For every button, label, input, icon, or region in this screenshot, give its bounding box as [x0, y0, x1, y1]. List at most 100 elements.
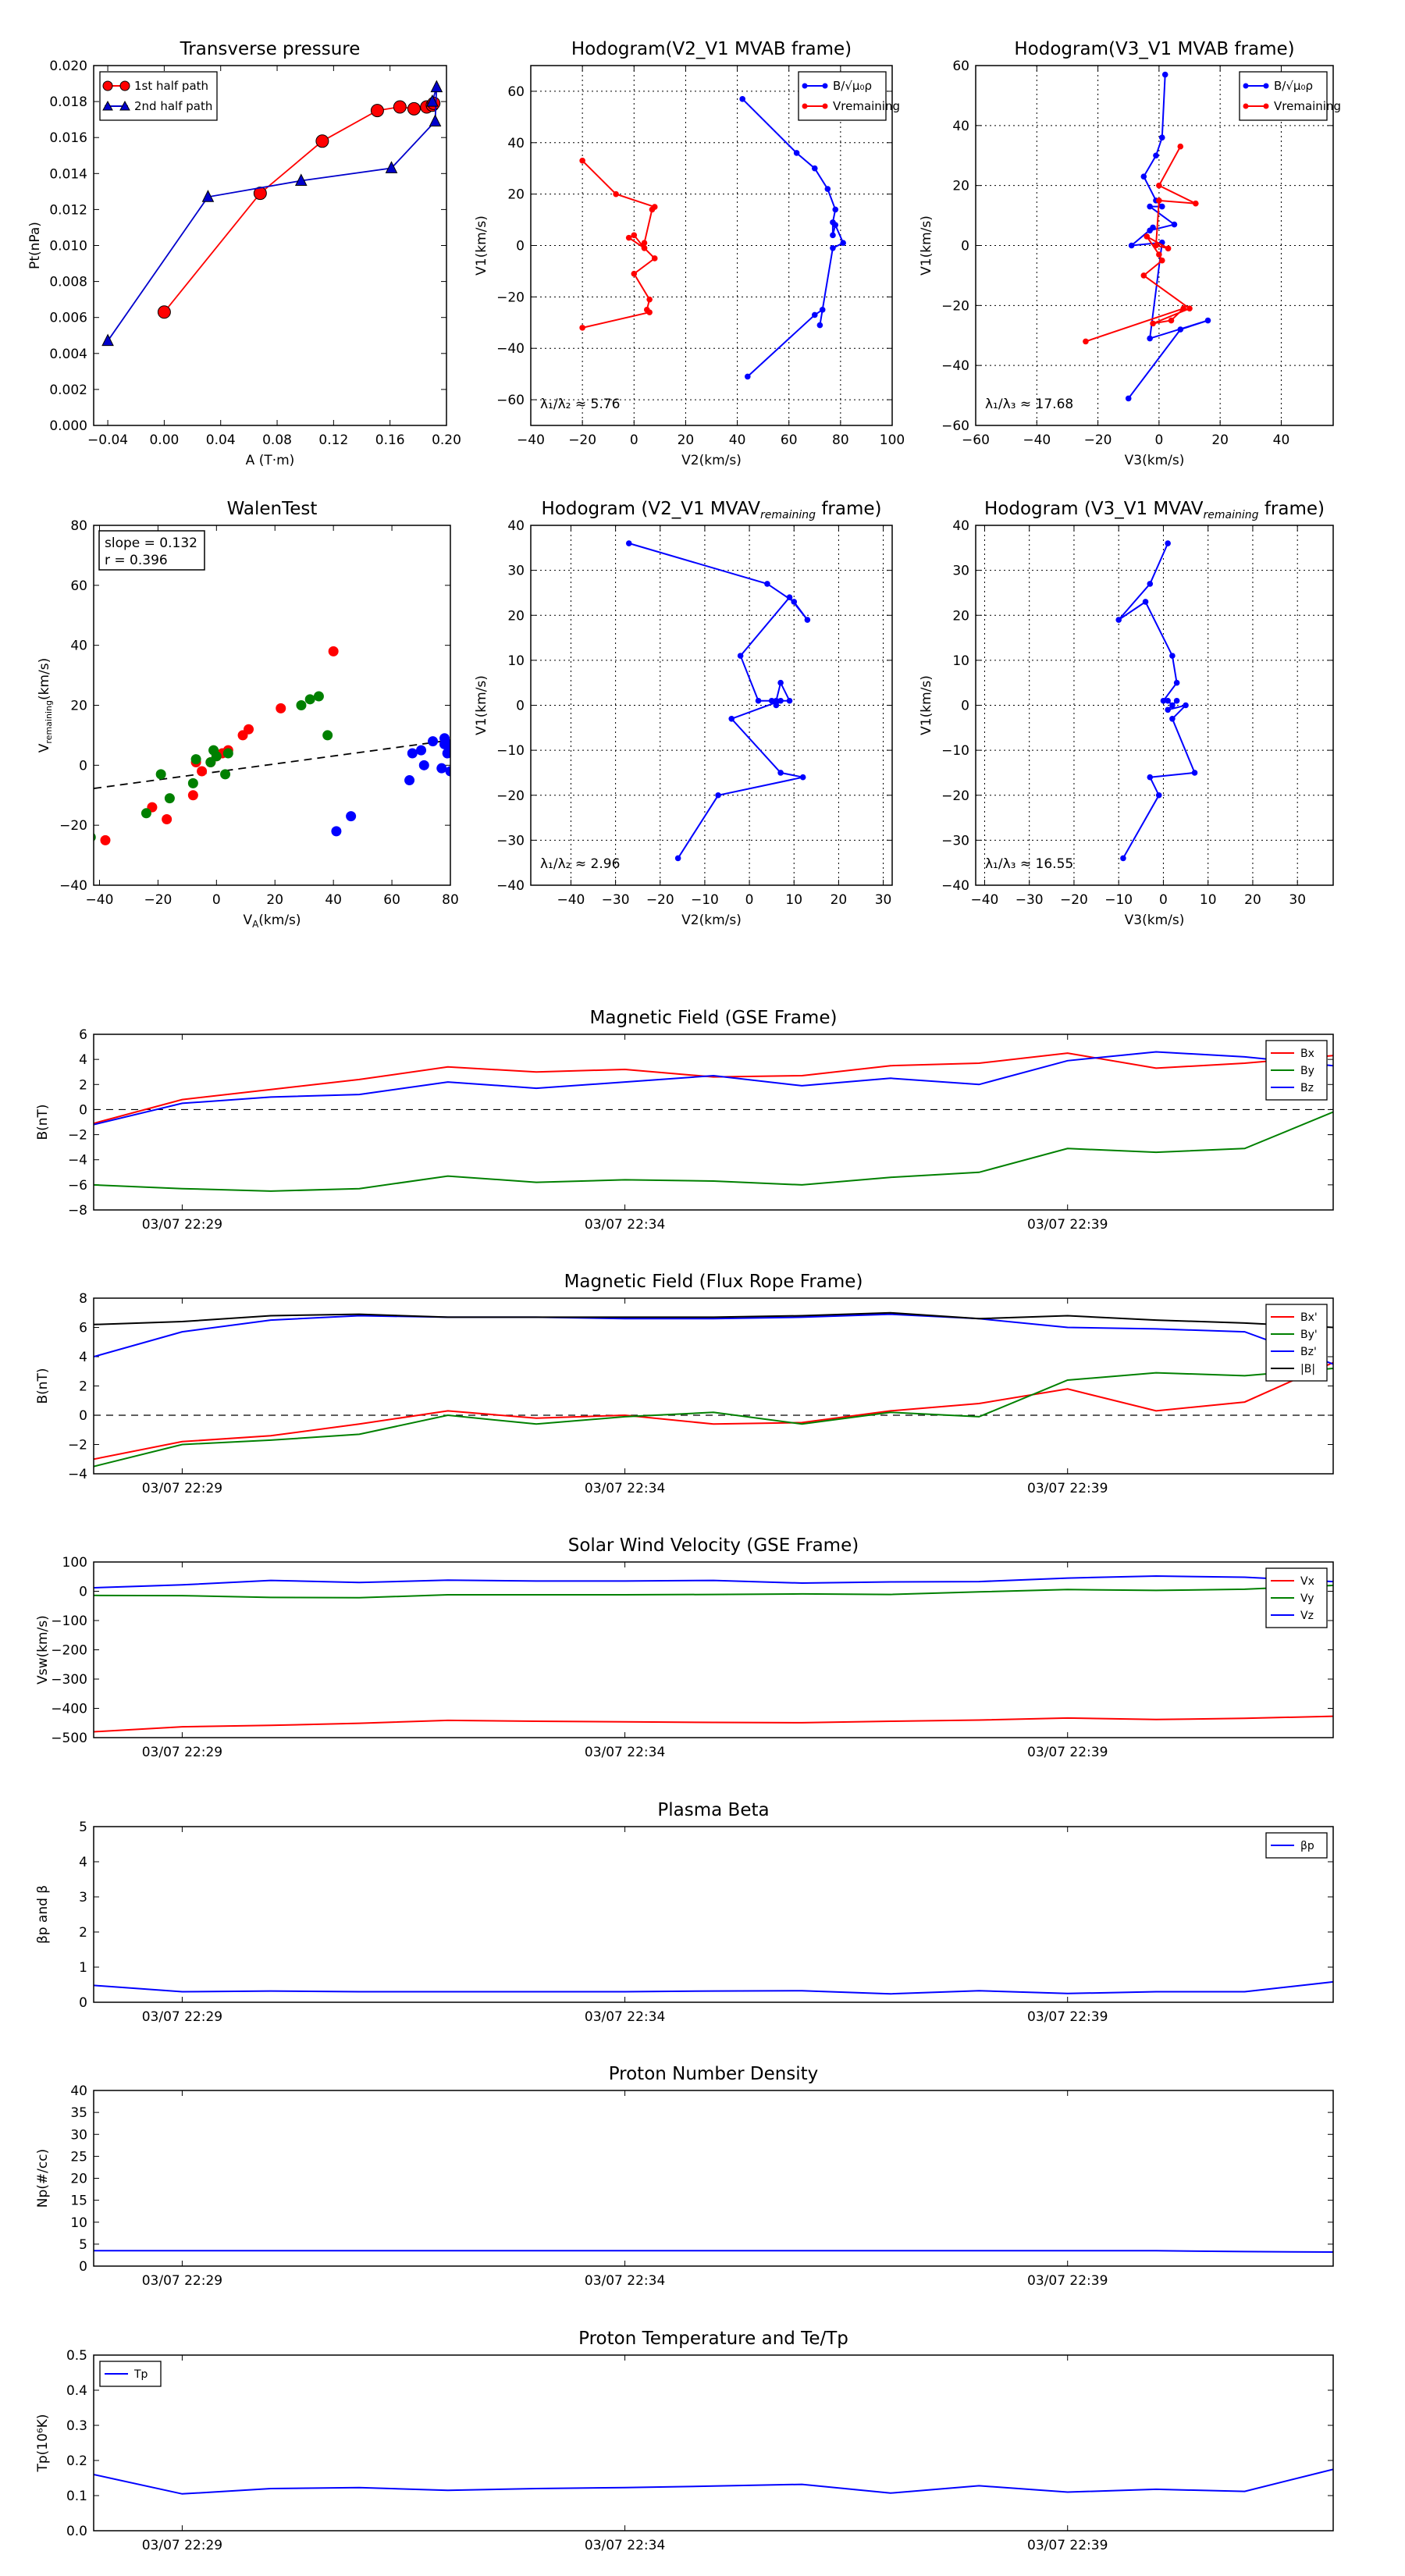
- mag_gse-ytick-label: −4: [68, 1153, 87, 1169]
- hodo_v3v1_mvab-series-1-marker: [1140, 272, 1147, 279]
- hodo_v3v1_mvab-series-0-marker: [1125, 395, 1132, 402]
- density-xtick-label: 03/07 22:29: [142, 2273, 222, 2289]
- temp-ylabel: Tp(10⁶K): [35, 2414, 51, 2472]
- walen-series-1-point: [140, 808, 151, 819]
- vsw-xtick-label: 03/07 22:39: [1027, 1745, 1108, 1760]
- mag_gse-ytick-label: 4: [79, 1052, 87, 1068]
- density-plot-area: [94, 2250, 1333, 2253]
- temp-chart: Proton Temperature and Te/Tp 03/07 22:29 0…: [35, 2329, 1334, 2553]
- hodo_v3v1_mvab-series-0-marker: [1128, 242, 1135, 249]
- hodo_v3v1_mvav-series-0-marker: [1147, 581, 1154, 587]
- hodo_v3v1_mvab-ytick-label: −20: [941, 298, 969, 314]
- walen-ytick-label: 0: [79, 758, 87, 774]
- mag_flux-ytick-label: 4: [79, 1350, 87, 1365]
- temp-ytick-label: 0.2: [66, 2453, 87, 2469]
- density-ytick-label: 40: [70, 2083, 87, 2099]
- mag_gse-series-0-line: [94, 1052, 1333, 1125]
- hodo_v3v1_mvab-ylabel: V1(km/s): [919, 215, 934, 276]
- hodo_v3v1_mvav-series-0-marker: [1169, 653, 1176, 659]
- hodo_v3v1_mvav-series-0-marker: [1169, 702, 1176, 709]
- hodo_v3v1_mvav-ytick-label: 0: [961, 699, 969, 714]
- hodo_v3v1_mvab-xtick-label: 20: [1211, 432, 1229, 448]
- hodo_v2v1_mvab-series-0-marker: [811, 311, 818, 318]
- mag_flux-xtick-label: 03/07 22:34: [585, 1481, 665, 1496]
- hodo_v3v1_mvav-ytick-label: −40: [941, 878, 969, 894]
- hodo_v2v1_mvav-xtick-label: −20: [646, 892, 674, 908]
- hodo_v2v1_mvav-xtick-label: −40: [557, 892, 585, 908]
- beta-chart: Plasma Beta 03/07 22:29 03/07 22:34 03/07 2…: [35, 1800, 1334, 2025]
- hodo_v2v1_mvav-series-0-line: [628, 543, 809, 859]
- hodo_v2v1_mvav-xtick-label: −10: [691, 892, 719, 908]
- hodo_v2v1_mvab-series-0-marker: [819, 307, 826, 313]
- hodo_v3v1_mvav-series-0-marker: [1142, 599, 1149, 605]
- hodo_v3v1_mvav-series-0-marker: [1115, 617, 1122, 623]
- hodo_v3v1_mvab-ytick-label: 40: [952, 119, 969, 134]
- density-frame: [93, 2090, 1334, 2267]
- hodo_v3v1_mvab-xtick-label: 0: [1154, 432, 1163, 448]
- hodo_v2v1_mvav-series-0-marker: [625, 540, 632, 546]
- hodo_v2v1_mvab-series-1-marker: [579, 325, 585, 331]
- hodo_v2v1_mvab-legend-box: [798, 71, 887, 121]
- hodo_v3v1_mvab-legend-marker: [1263, 103, 1269, 109]
- temp-title: Proton Temperature and Te/Tp: [578, 2329, 848, 2349]
- hodo_v2v1_mvab-series-1-marker: [646, 296, 653, 303]
- hodo_v2v1_mvab-ytick-label: −40: [496, 341, 525, 357]
- hodo_v3v1_mvab-series-1-marker: [1186, 305, 1193, 311]
- walen-series-1-point: [322, 730, 333, 741]
- hodo_v2v1_mvav-xtick-label: 0: [745, 892, 754, 908]
- transverse-title: Transverse pressure: [180, 39, 361, 59]
- hodo_v2v1_mvav-annotation: λ₁/λ₂ ≈ 2.96: [540, 856, 620, 872]
- hodo_v2v1_mvab-frame: [530, 65, 893, 426]
- hodo_v2v1_mvab-legend-label: Vremaining: [833, 99, 900, 113]
- hodo_v3v1_mvav-ytick-label: 20: [952, 608, 969, 624]
- mag_flux-ytick-label: 2: [79, 1379, 87, 1395]
- beta-legend: βp: [1265, 1832, 1328, 1859]
- walen-ylabel: Vremaining(km/s): [37, 658, 54, 753]
- hodo_v3v1_mvav-title: Hodogram (V3_V1 MVAVremaining frame): [984, 499, 1325, 521]
- walen-frame: [93, 525, 451, 886]
- hodo_v2v1_mvav-ytick-label: 40: [507, 518, 525, 534]
- mag_flux-ytick-label: −4: [68, 1467, 87, 1482]
- hodo_v2v1_mvav-series-0-marker: [674, 855, 681, 862]
- beta-plot-area: [94, 1980, 1333, 1995]
- hodo_v3v1_mvab-legend-marker: [1243, 103, 1249, 109]
- mag_flux-ytick-label: 6: [79, 1321, 87, 1336]
- hodo_v3v1_mvav-series-0-marker: [1165, 540, 1171, 546]
- hodo_v2v1_mvab-title: Hodogram(V2_V1 MVAB frame): [571, 39, 852, 59]
- hodo_v3v1_mvab-series-0-marker: [1147, 335, 1153, 342]
- vsw-legend-label: Vx: [1300, 1575, 1314, 1588]
- walen-series-2-point: [346, 811, 357, 822]
- transverse-legend-label: 2nd half path: [134, 99, 212, 113]
- mag_flux-series-3-line: [94, 1311, 1333, 1329]
- walen-series-2-point: [418, 760, 429, 770]
- hodo_v2v1_mvab-ytick-label: −60: [496, 393, 525, 408]
- temp-plot-area: [94, 2468, 1333, 2495]
- hodo_v2v1_mvav-ytick-label: −10: [496, 743, 525, 759]
- hodo_v2v1_mvav-series-0-marker: [786, 697, 793, 704]
- hodo_v3v1_mvab-ytick-label: 20: [952, 179, 969, 194]
- mag_gse-ytick-label: 6: [79, 1027, 87, 1043]
- hodo_v2v1_mvab-legend-label: B/√μ₀ρ: [833, 79, 872, 93]
- transverse-xtick-label: 0.12: [318, 432, 348, 448]
- beta-ytick-label: 4: [79, 1855, 87, 1870]
- beta-ytick-label: 3: [79, 1890, 87, 1905]
- walen-ytick-label: −40: [59, 878, 87, 894]
- walen-xtick-label: −40: [86, 892, 114, 908]
- mag_gse-frame: [93, 1034, 1334, 1211]
- transverse-series-1-marker: [385, 161, 398, 173]
- beta-ylabel: βp and β: [35, 1885, 51, 1944]
- vsw-legend-label: Vz: [1300, 1610, 1314, 1622]
- density-series-0-line: [94, 2250, 1333, 2253]
- hodo_v3v1_mvav-ytick-label: 30: [952, 564, 969, 579]
- hodo_v3v1_mvav-chart: Hodogram (V3_V1 MVAVremaining frame)−40−…: [919, 499, 1334, 928]
- temp-xtick-label: 03/07 22:29: [142, 2538, 222, 2553]
- beta-xtick-label: 03/07 22:39: [1027, 2009, 1108, 2025]
- hodo_v2v1_mvab-series-1-marker: [641, 244, 648, 251]
- walen-ytick-label: 80: [70, 518, 87, 534]
- mag_gse-xtick-label: 03/07 22:34: [585, 1217, 665, 1233]
- vsw-series-2-line: [94, 1574, 1333, 1589]
- temp-series-0-line: [94, 2468, 1333, 2495]
- hodo_v2v1_mvav-series-0-marker: [755, 697, 762, 704]
- hodo_v3v1_mvab-xtick-label: −20: [1084, 432, 1112, 448]
